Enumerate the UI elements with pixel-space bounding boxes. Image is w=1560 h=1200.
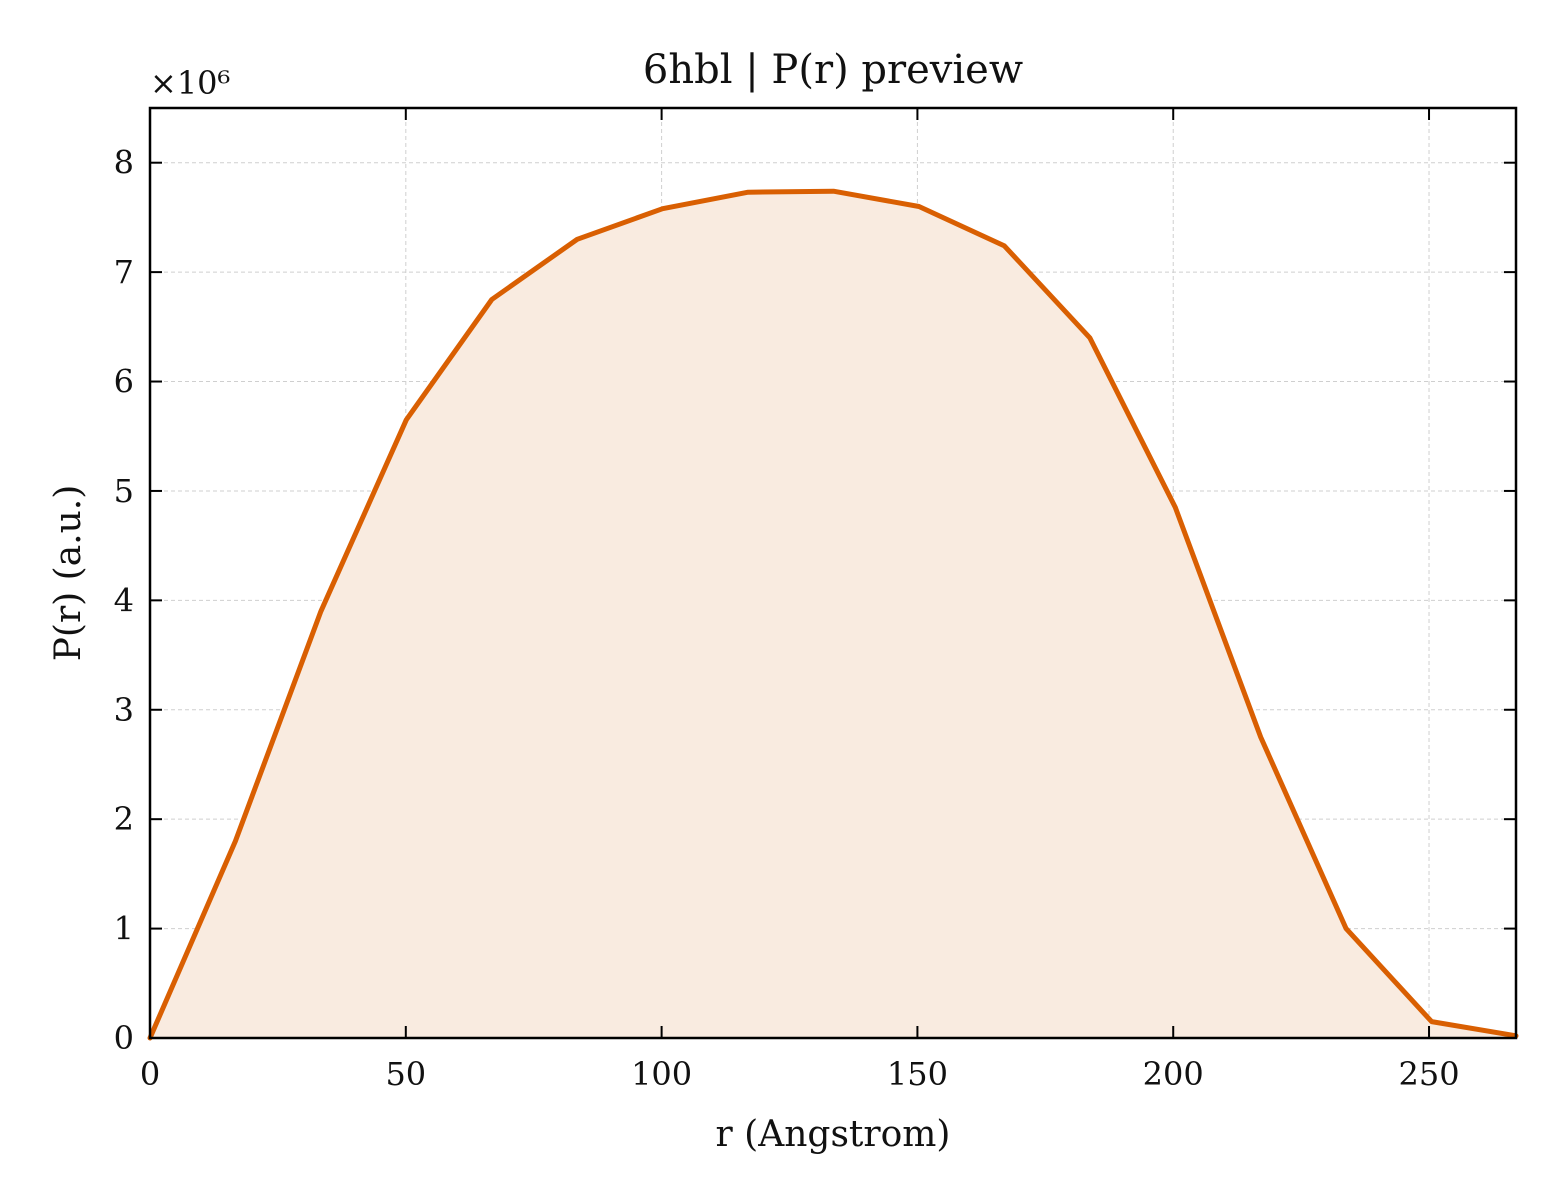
y-tick-label: 0 — [114, 1019, 134, 1057]
plot-frame — [148, 106, 1518, 1040]
x-tick-label: 250 — [1398, 1055, 1459, 1093]
x-tick-label: 100 — [631, 1055, 692, 1093]
y-axis-label: P(r) (a.u.) — [48, 485, 89, 662]
y-tick-label: 7 — [114, 253, 134, 291]
x-tick-label: 200 — [1143, 1055, 1204, 1093]
y-tick-label: 3 — [114, 691, 134, 729]
x-tick-label: 50 — [385, 1055, 426, 1093]
y-tick-label: 1 — [114, 910, 134, 948]
x-axis-label: r (Angstrom) — [716, 1114, 951, 1155]
series-line — [147, 188, 1519, 1041]
y-tick-label: 5 — [114, 472, 134, 510]
area-fill — [150, 191, 1516, 1038]
y-tick-label: 2 — [114, 800, 134, 838]
chart-title: 6hbl | P(r) preview — [643, 47, 1023, 93]
y-multiplier-label: ×10⁶ — [150, 64, 230, 102]
ticks: 0 50 100 150 200 250 0 1 2 3 4 5 6 7 8 — [114, 108, 1516, 1093]
data-area — [150, 191, 1516, 1038]
x-tick-label: 0 — [140, 1055, 160, 1093]
data-line — [147, 188, 1519, 1041]
x-tick-label: 150 — [887, 1055, 948, 1093]
y-tick-label: 8 — [114, 144, 134, 182]
y-tick-label: 6 — [114, 363, 134, 401]
y-tick-label: 4 — [114, 581, 134, 619]
